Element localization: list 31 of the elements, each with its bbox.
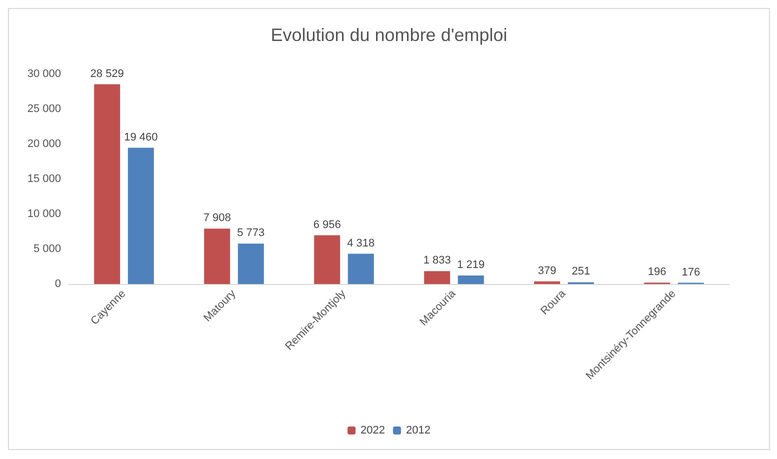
data-label: 5 773: [237, 227, 265, 240]
data-label: 28 529: [90, 68, 124, 80]
data-label: 19 460: [124, 131, 158, 144]
data-label: 4 318: [347, 237, 375, 250]
bar: [424, 271, 450, 284]
y-tick-label: 30 000: [27, 68, 61, 80]
data-label: 379: [538, 264, 556, 277]
bar: [314, 235, 340, 284]
y-tick-label: 20 000: [27, 138, 61, 150]
y-tick-label: 10 000: [27, 208, 61, 220]
chart-title: Evolution du nombre d'emploi: [270, 25, 508, 45]
legend-label: 2022: [360, 424, 386, 436]
y-tick-label: 0: [54, 278, 61, 290]
data-label: 7 908: [203, 212, 231, 224]
data-label: 251: [572, 266, 590, 278]
bar: [458, 275, 484, 284]
bar: [238, 244, 264, 284]
y-tick-label: 15 000: [27, 173, 61, 185]
data-label: 6 956: [313, 218, 341, 231]
y-tick-label: 25 000: [27, 103, 61, 115]
data-label: 1 833: [423, 254, 451, 267]
data-label: 1 219: [457, 258, 485, 271]
bar: [348, 254, 374, 284]
data-label: 196: [648, 266, 666, 278]
bar: [534, 281, 560, 284]
bar: [128, 148, 154, 284]
bar: [204, 228, 230, 284]
bar: [94, 84, 120, 284]
legend-label: 2012: [406, 424, 430, 436]
y-tick-label: 5 000: [33, 243, 61, 255]
data-label: 176: [682, 266, 700, 278]
